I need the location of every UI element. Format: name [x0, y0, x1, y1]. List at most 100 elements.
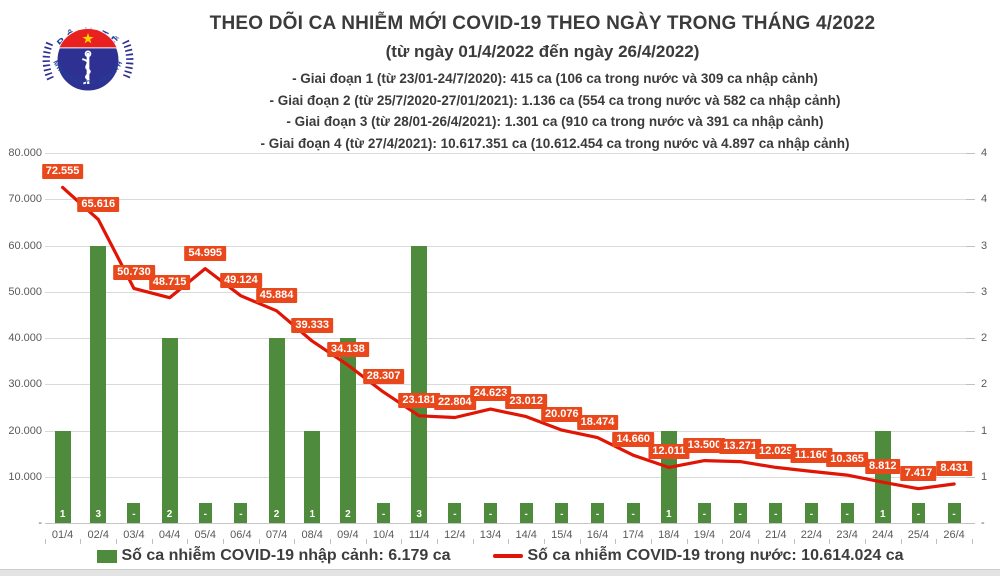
x-axis-label: 18/4	[658, 529, 680, 541]
phase-line-1: - Giai đoạn 1 (từ 23/01-24/7/2020): 415 …	[292, 71, 818, 86]
x-axis-label: 11/4	[408, 529, 430, 541]
x-axis-label: 25/4	[907, 529, 930, 541]
x-axis-label: 08/4	[301, 529, 323, 541]
imported-cases-bar: -	[733, 503, 747, 523]
left-axis-tick-label: 10.000	[8, 470, 42, 483]
x-axis-boundary-tick	[330, 539, 332, 544]
logo-asclepius-icon	[82, 50, 92, 85]
phase-line-4: - Giai đoạn 4 (từ 27/4/2021): 10.617.351…	[260, 135, 850, 151]
x-axis-boundary-tick	[80, 539, 82, 544]
right-axis-tick-label: 4	[981, 193, 988, 206]
logo-star-icon	[82, 33, 94, 44]
bar-value-label: 1	[879, 509, 886, 520]
bar-value-label: -	[952, 509, 956, 520]
legend-domestic-label: Số ca nhiễm COVID-19 trong nước: 10.614.…	[527, 547, 904, 564]
x-axis-boundary-tick	[258, 539, 260, 544]
right-axis-tick	[966, 245, 975, 247]
bar-value-label: -	[132, 509, 136, 520]
phase-summary: - Giai đoạn 1 (từ 23/01-24/7/2020): 415 …	[120, 68, 990, 154]
x-axis-boundary-tick	[437, 539, 439, 544]
right-axis-tick-label: -	[981, 517, 985, 529]
gridline	[45, 199, 968, 201]
gridline	[45, 476, 968, 478]
left-axis-tick-label: -	[38, 517, 42, 529]
imported-cases-bar: 2	[161, 338, 178, 523]
right-axis-tick	[966, 476, 975, 478]
x-axis-label: 04/4	[158, 529, 181, 541]
x-axis-boundary-tick	[44, 539, 46, 544]
imported-cases-bar: -	[591, 503, 604, 523]
bar-value-label: -	[738, 509, 742, 520]
ministry-of-health-logo: BỘ Y TẾ MINISTRY OF HEALTH	[42, 26, 134, 93]
x-axis-label: 17/4	[622, 529, 644, 541]
x-axis-boundary-tick	[793, 539, 795, 544]
x-axis-label: 07/4	[265, 529, 288, 541]
domestic-cases-data-label: 10.365	[826, 452, 868, 468]
imported-cases-bar: -	[804, 503, 818, 523]
x-axis-label: 23/4	[836, 529, 858, 541]
x-axis-boundary-tick	[650, 539, 652, 544]
legend-imported-label: Số ca nhiễm COVID-19 nhập cảnh: 6.179 ca	[121, 547, 451, 564]
x-axis-boundary-tick	[151, 539, 153, 544]
bar-value-label: -	[453, 509, 457, 520]
legend-item-domestic: Số ca nhiễm COVID-19 trong nước: 10.614.…	[492, 547, 904, 565]
right-axis-tick-label: 2	[981, 378, 988, 391]
gridline	[45, 384, 968, 386]
gridline	[45, 153, 968, 154]
page-subtitle: (từ ngày 01/4/2022 đến ngày 26/4/2022)	[385, 42, 700, 61]
domestic-cases-data-label: 28.307	[362, 369, 405, 385]
left-axis-tick-label: 30.000	[8, 378, 42, 391]
imported-cases-bar: -	[448, 503, 462, 523]
imported-cases-bar: -	[198, 503, 212, 523]
gridline	[45, 291, 968, 293]
bar-value-label: -	[774, 509, 778, 520]
x-axis-label: 26/4	[943, 529, 965, 541]
x-axis-label: 09/4	[337, 529, 359, 541]
x-axis-boundary-tick	[864, 539, 866, 544]
imported-cases-bar: -	[769, 503, 783, 523]
window-bottom-strip	[0, 569, 1000, 576]
bar-value-label: -	[595, 509, 600, 520]
x-axis-boundary-tick	[365, 539, 367, 544]
domestic-cases-data-label: 24.623	[469, 386, 512, 402]
x-axis-boundary-tick	[900, 539, 902, 544]
bar-value-label: 2	[345, 509, 351, 520]
imported-cases-bar: -	[127, 503, 141, 523]
x-axis-line	[45, 523, 968, 524]
x-axis-label: 13/4	[479, 529, 502, 541]
right-axis-tick-label: 2	[981, 332, 988, 344]
right-axis-tick-label: 1	[981, 470, 988, 483]
right-axis-tick-label: 3	[981, 285, 988, 298]
imported-cases-bar: 3	[411, 245, 428, 523]
bar-value-label: 2	[166, 509, 173, 520]
domestic-cases-data-label: 22.804	[434, 394, 476, 410]
x-axis-label: 19/4	[693, 529, 716, 541]
domestic-cases-data-label: 34.138	[327, 342, 369, 358]
right-axis-tick	[966, 199, 975, 201]
x-axis-label: 05/4	[194, 529, 216, 541]
bar-value-label: -	[239, 509, 243, 520]
phase-line-2: - Giai đoạn 2 (từ 25/7/2020-27/01/2021):…	[269, 92, 841, 108]
x-axis-boundary-tick	[294, 539, 296, 544]
domestic-cases-data-label: 50.730	[113, 265, 155, 281]
right-axis-tick	[966, 338, 975, 339]
x-axis-boundary-tick	[472, 539, 474, 544]
x-axis-label: 20/4	[729, 529, 751, 541]
domestic-cases-data-label: 13.271	[719, 438, 761, 454]
left-axis-tick-label: 80.000	[8, 147, 42, 159]
bar-value-label: -	[702, 509, 707, 520]
bar-value-label: 1	[59, 509, 66, 520]
right-axis-tick	[966, 523, 975, 524]
right-axis-tick-label: 1	[981, 424, 988, 437]
imported-cases-bar: -	[947, 503, 961, 523]
imported-cases-bar: 2	[268, 338, 285, 523]
domestic-cases-data-label: 18.474	[576, 414, 619, 430]
logo-laurel-left	[42, 39, 54, 81]
x-axis-boundary-tick	[686, 539, 688, 544]
x-axis-label: 22/4	[800, 529, 823, 541]
x-axis-boundary-tick	[971, 539, 973, 544]
x-axis-boundary-tick	[722, 539, 724, 544]
right-axis-tick-label: 4	[981, 147, 988, 159]
domestic-cases-data-label: 72.555	[41, 164, 84, 180]
